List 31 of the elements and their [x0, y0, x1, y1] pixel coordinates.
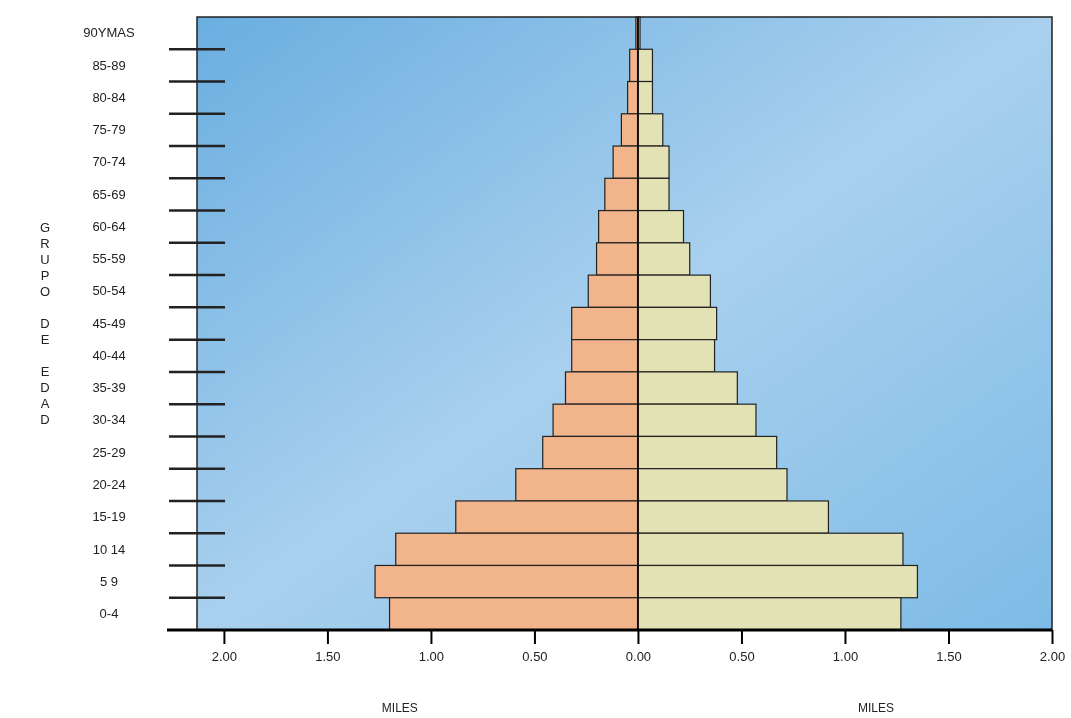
- y-tick-label: 25-29: [92, 444, 126, 460]
- y-tick-label: 15-19: [92, 509, 126, 525]
- x-tick-label: 0.00: [625, 649, 652, 665]
- x-axis-title: MILES: [381, 701, 418, 715]
- x-tick-label: 1.50: [315, 649, 341, 665]
- x-tick-label: 1.00: [832, 649, 859, 665]
- x-tick-label: 1.50: [936, 649, 962, 665]
- text: MILES: [858, 701, 895, 715]
- y-tick-label: 40-44: [92, 347, 126, 363]
- y-tick-label: 80-84: [92, 89, 126, 105]
- y-tick-label: 35-39: [92, 380, 126, 396]
- y-tick-label: 85-89: [92, 57, 126, 73]
- y-tick-label: 75-79: [92, 122, 126, 138]
- y-tick-label: 60-64: [92, 218, 126, 234]
- x-tick-label: 2.00: [1039, 649, 1066, 665]
- y-tick-label: 90YMAS: [83, 25, 135, 41]
- x-tick-label: 0.50: [522, 649, 548, 665]
- x-tick-label: 2.00: [211, 649, 238, 665]
- x-tick-label: 0.50: [729, 649, 755, 665]
- y-tick-label: 70-74: [92, 154, 126, 170]
- y-tick-label: 10 14: [92, 541, 126, 557]
- x-tick-label: 1.00: [418, 649, 445, 665]
- y-tick-label: 45-49: [92, 315, 126, 331]
- y-tick-label: 20-24: [92, 476, 126, 492]
- y-tick-label: 50-54: [92, 283, 126, 299]
- y-tick-label: 30-34: [92, 412, 126, 428]
- text: GRUPO DE EDAD: [39, 219, 51, 427]
- y-tick-label: 0-4: [99, 606, 119, 622]
- y-tick-label: 55-59: [92, 251, 126, 267]
- y-tick-label: 5 9: [99, 573, 119, 589]
- y-tick-label: 65-69: [92, 186, 126, 202]
